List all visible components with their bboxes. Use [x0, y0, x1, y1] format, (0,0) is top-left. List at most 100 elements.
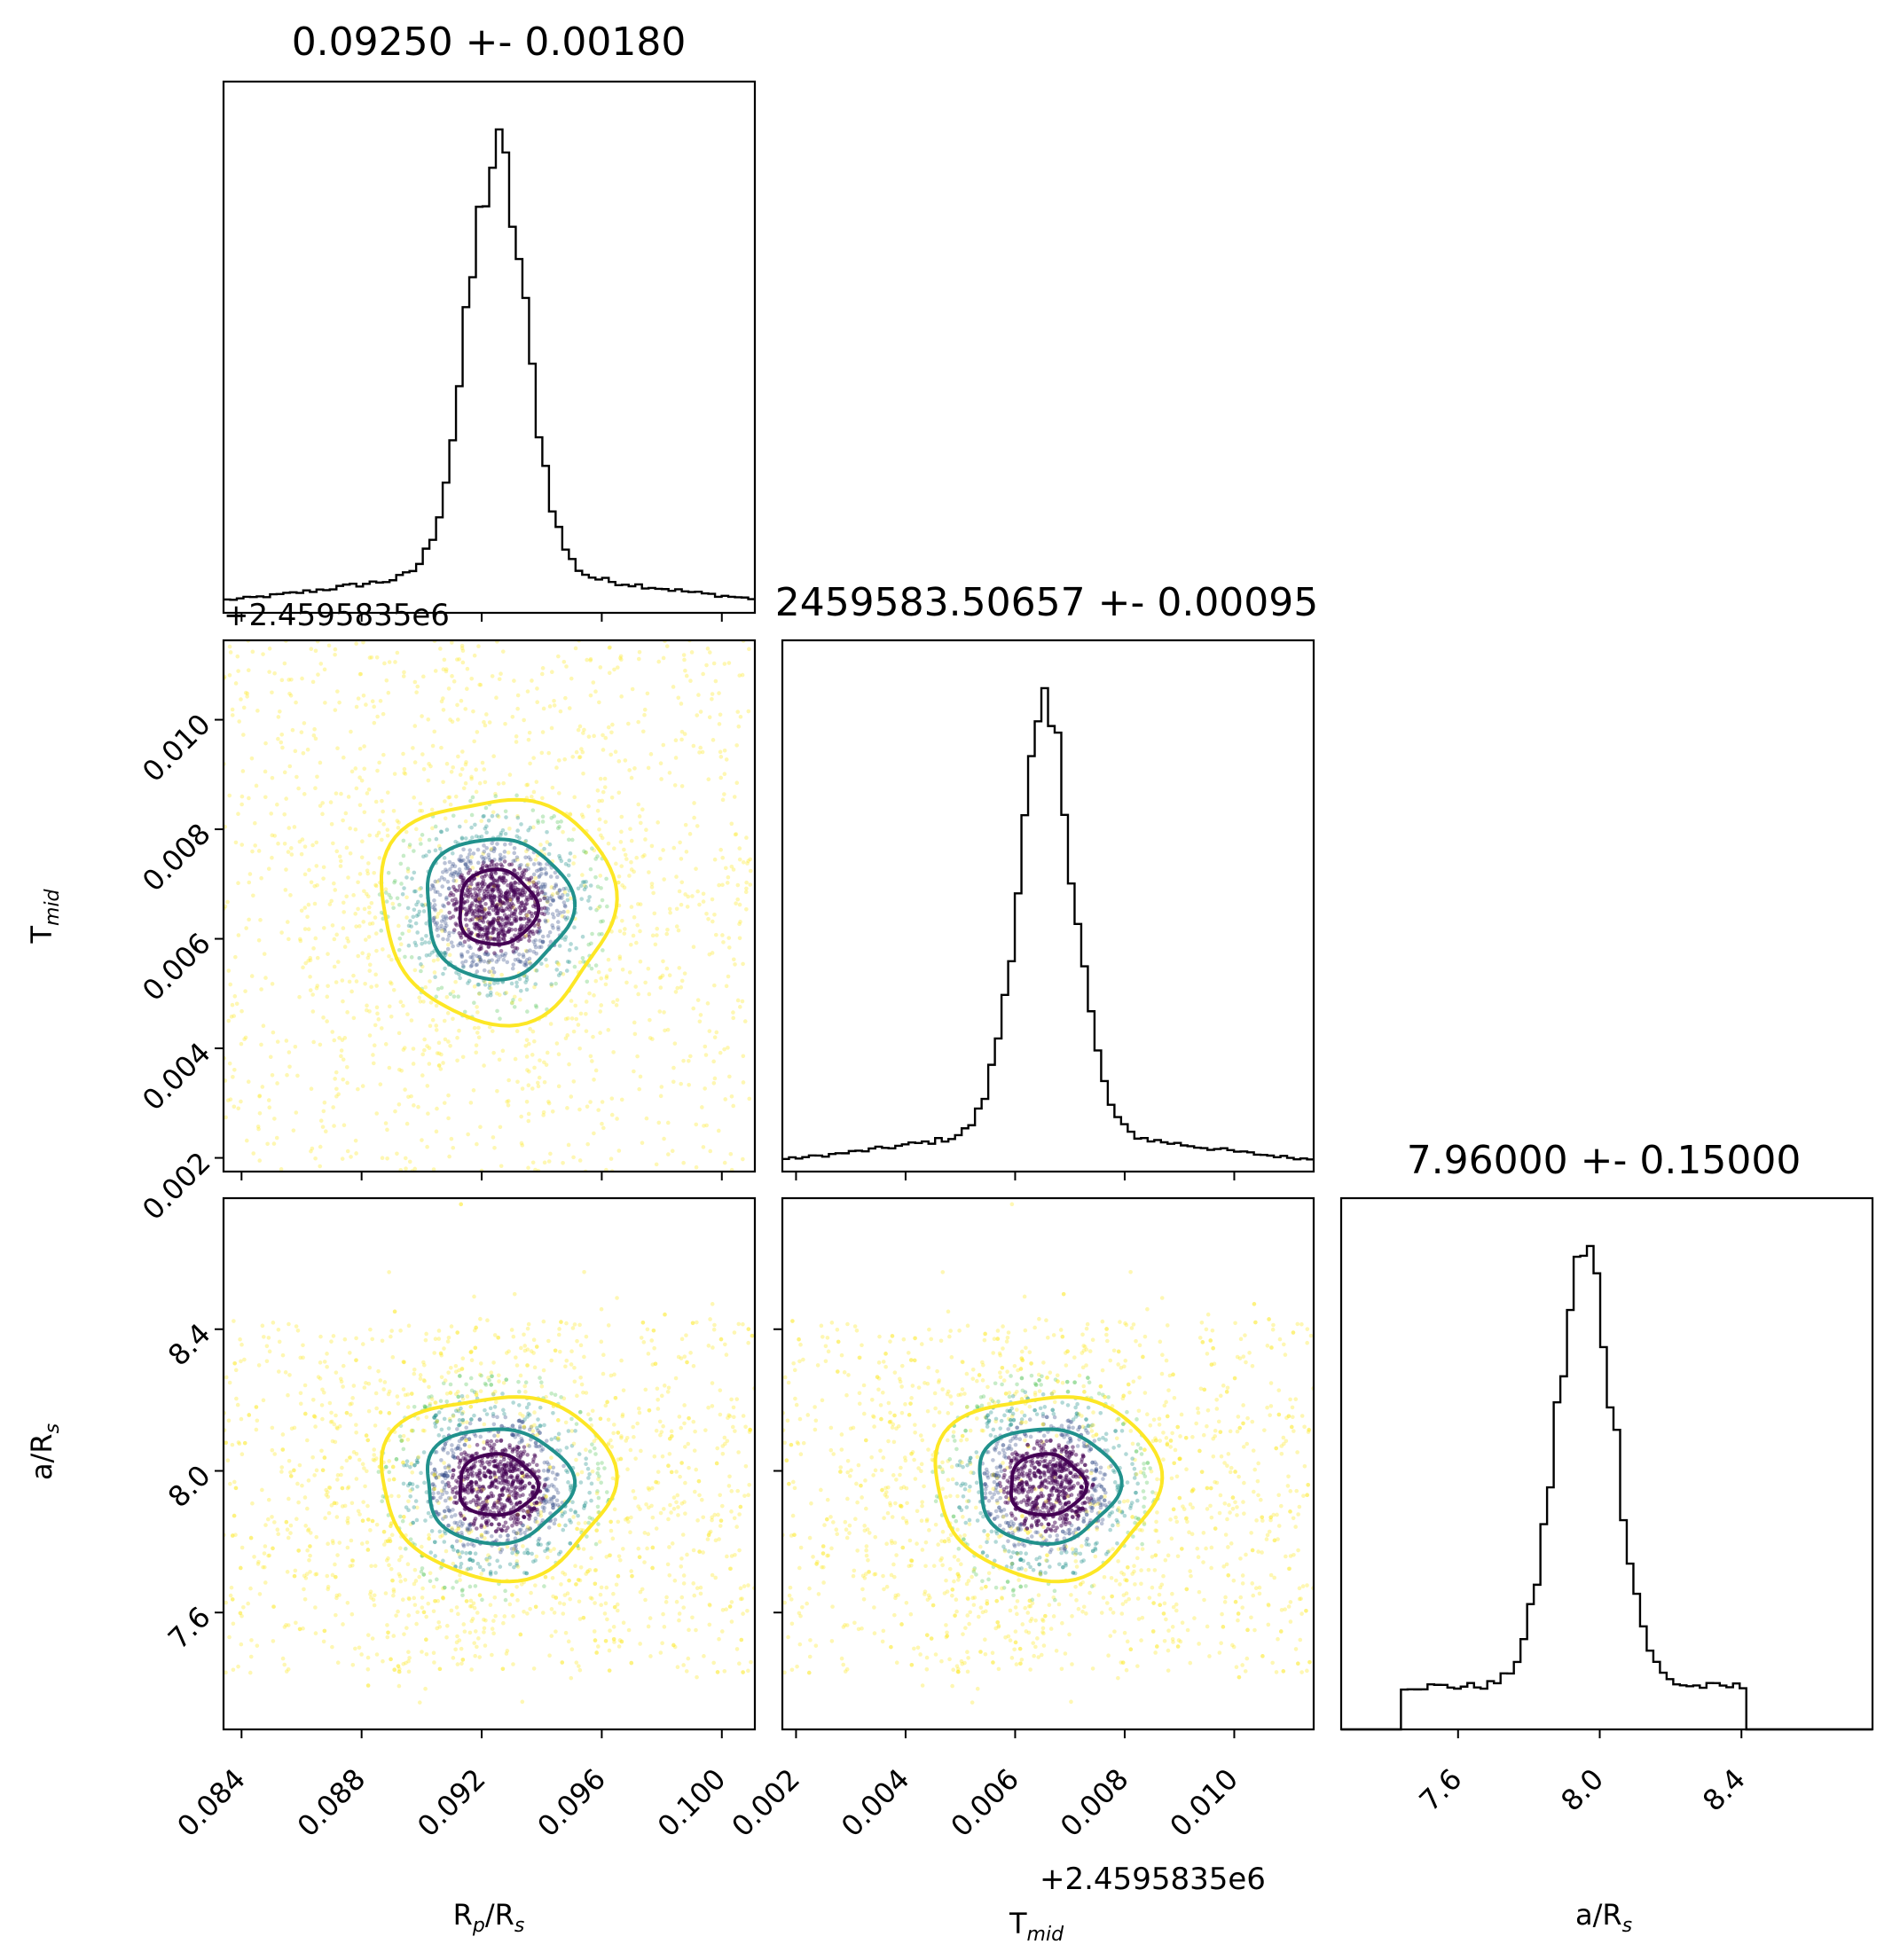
scatter-point — [725, 1554, 729, 1559]
scatter-point — [462, 1009, 467, 1015]
scatter-point — [597, 1474, 601, 1478]
scatter-point — [661, 1507, 666, 1511]
scatter-point — [405, 1562, 411, 1566]
scatter-point — [310, 1009, 316, 1014]
scatter-point — [515, 957, 521, 962]
scatter-point — [326, 952, 330, 956]
scatter-point — [642, 1560, 647, 1564]
scatter-point — [549, 894, 554, 898]
scatter-point — [451, 1016, 455, 1022]
scatter-point — [366, 935, 372, 939]
scatter-point — [500, 1474, 506, 1479]
scatter-point — [501, 1508, 506, 1513]
scatter-point — [459, 858, 463, 864]
scatter-point — [679, 784, 685, 788]
scatter-point — [482, 959, 487, 964]
scatter-point — [606, 1323, 611, 1328]
scatter-point — [554, 1629, 558, 1634]
scatter-point — [542, 846, 546, 851]
scatter-point — [665, 1390, 671, 1394]
scatter-point — [482, 1063, 486, 1068]
scatter-point — [284, 1519, 289, 1525]
scatter-point — [547, 896, 553, 901]
scatter-point — [287, 764, 293, 769]
scatter-point — [386, 870, 391, 875]
scatter-point — [720, 1444, 726, 1448]
scatter-point — [434, 994, 439, 1000]
scatter-point — [511, 1400, 515, 1405]
scatter-point — [649, 882, 655, 886]
scatter-point — [431, 1482, 436, 1486]
scatter-point — [446, 795, 451, 800]
scatter-point — [536, 819, 540, 823]
scatter-point — [676, 1513, 680, 1517]
scatter-point — [488, 980, 492, 984]
scatter-point — [748, 857, 753, 862]
scatter-point — [556, 962, 561, 967]
scatter-point — [640, 854, 646, 859]
scatter-point — [401, 1360, 406, 1364]
scatter-point — [504, 1651, 509, 1656]
scatter-point — [596, 1108, 601, 1112]
scatter-point — [491, 1135, 496, 1140]
scatter-point — [502, 953, 507, 959]
scatter-point — [566, 1480, 570, 1485]
scatter-point — [676, 1505, 680, 1509]
scatter-point — [366, 787, 372, 792]
scatter-point — [351, 893, 356, 898]
scatter-point — [403, 1578, 408, 1582]
scatter-point — [687, 1627, 691, 1633]
scatter-point — [565, 959, 570, 964]
scatter-point — [595, 884, 601, 890]
scatter-point — [270, 1515, 274, 1519]
scatter-point — [402, 1360, 406, 1365]
scatter-point — [332, 1038, 337, 1043]
scatter-point — [275, 1039, 280, 1044]
scatter-point — [532, 984, 537, 990]
scatter-point — [701, 1550, 705, 1555]
scatter-point — [231, 1667, 236, 1673]
scatter-point — [407, 844, 412, 850]
scatter-point — [434, 1129, 439, 1134]
scatter-point — [379, 929, 384, 933]
scatter-point — [332, 1422, 337, 1427]
scatter-point — [510, 1449, 515, 1454]
scatter-point — [629, 1660, 634, 1666]
scatter-point — [483, 872, 489, 877]
scatter-point — [450, 1443, 454, 1447]
scatter-point — [491, 926, 497, 931]
scatter-point — [592, 1439, 597, 1444]
scatter-point — [556, 1431, 561, 1437]
scatter-point — [466, 894, 471, 899]
scatter-point — [371, 1053, 375, 1057]
scatter-point — [525, 1347, 530, 1352]
scatter-point — [499, 862, 504, 866]
scatter-point — [670, 1541, 675, 1546]
scatter-point — [454, 1580, 459, 1584]
scatter-point — [699, 1497, 704, 1502]
scatter-point — [420, 1428, 426, 1433]
scatter-point — [497, 677, 502, 682]
scatter-point — [439, 1052, 444, 1057]
scatter-point — [683, 1511, 687, 1516]
scatter-point — [447, 795, 452, 800]
scatter-point — [333, 888, 338, 892]
scatter-point — [722, 792, 726, 796]
scatter-point — [337, 1423, 342, 1429]
scatter-point — [420, 937, 425, 942]
scatter-point — [457, 657, 461, 662]
scatter-point — [337, 700, 342, 705]
scatter-point — [671, 1079, 676, 1085]
scatter-point — [502, 901, 507, 906]
scatter-point — [444, 1490, 449, 1495]
scatter-point — [477, 991, 482, 996]
scatter-point — [436, 957, 440, 962]
scatter-point — [577, 1452, 582, 1456]
scatter-point — [329, 1410, 334, 1415]
scatter-point — [458, 1578, 462, 1582]
scatter-point — [431, 886, 436, 890]
scatter-point — [595, 788, 601, 793]
scatter-point — [744, 906, 749, 912]
scatter-point — [497, 1500, 501, 1505]
scatter-point — [533, 1440, 538, 1446]
